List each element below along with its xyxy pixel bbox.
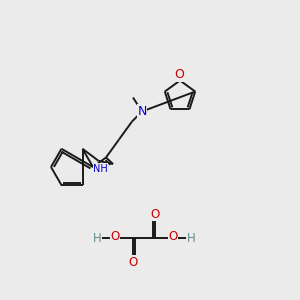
Text: O: O	[110, 230, 120, 244]
Text: O: O	[150, 208, 160, 220]
Text: O: O	[128, 256, 138, 268]
Text: O: O	[174, 68, 184, 81]
Text: O: O	[168, 230, 178, 244]
Text: NH: NH	[93, 164, 108, 174]
Text: H: H	[93, 232, 101, 244]
Text: N: N	[137, 105, 147, 118]
Text: H: H	[187, 232, 195, 244]
